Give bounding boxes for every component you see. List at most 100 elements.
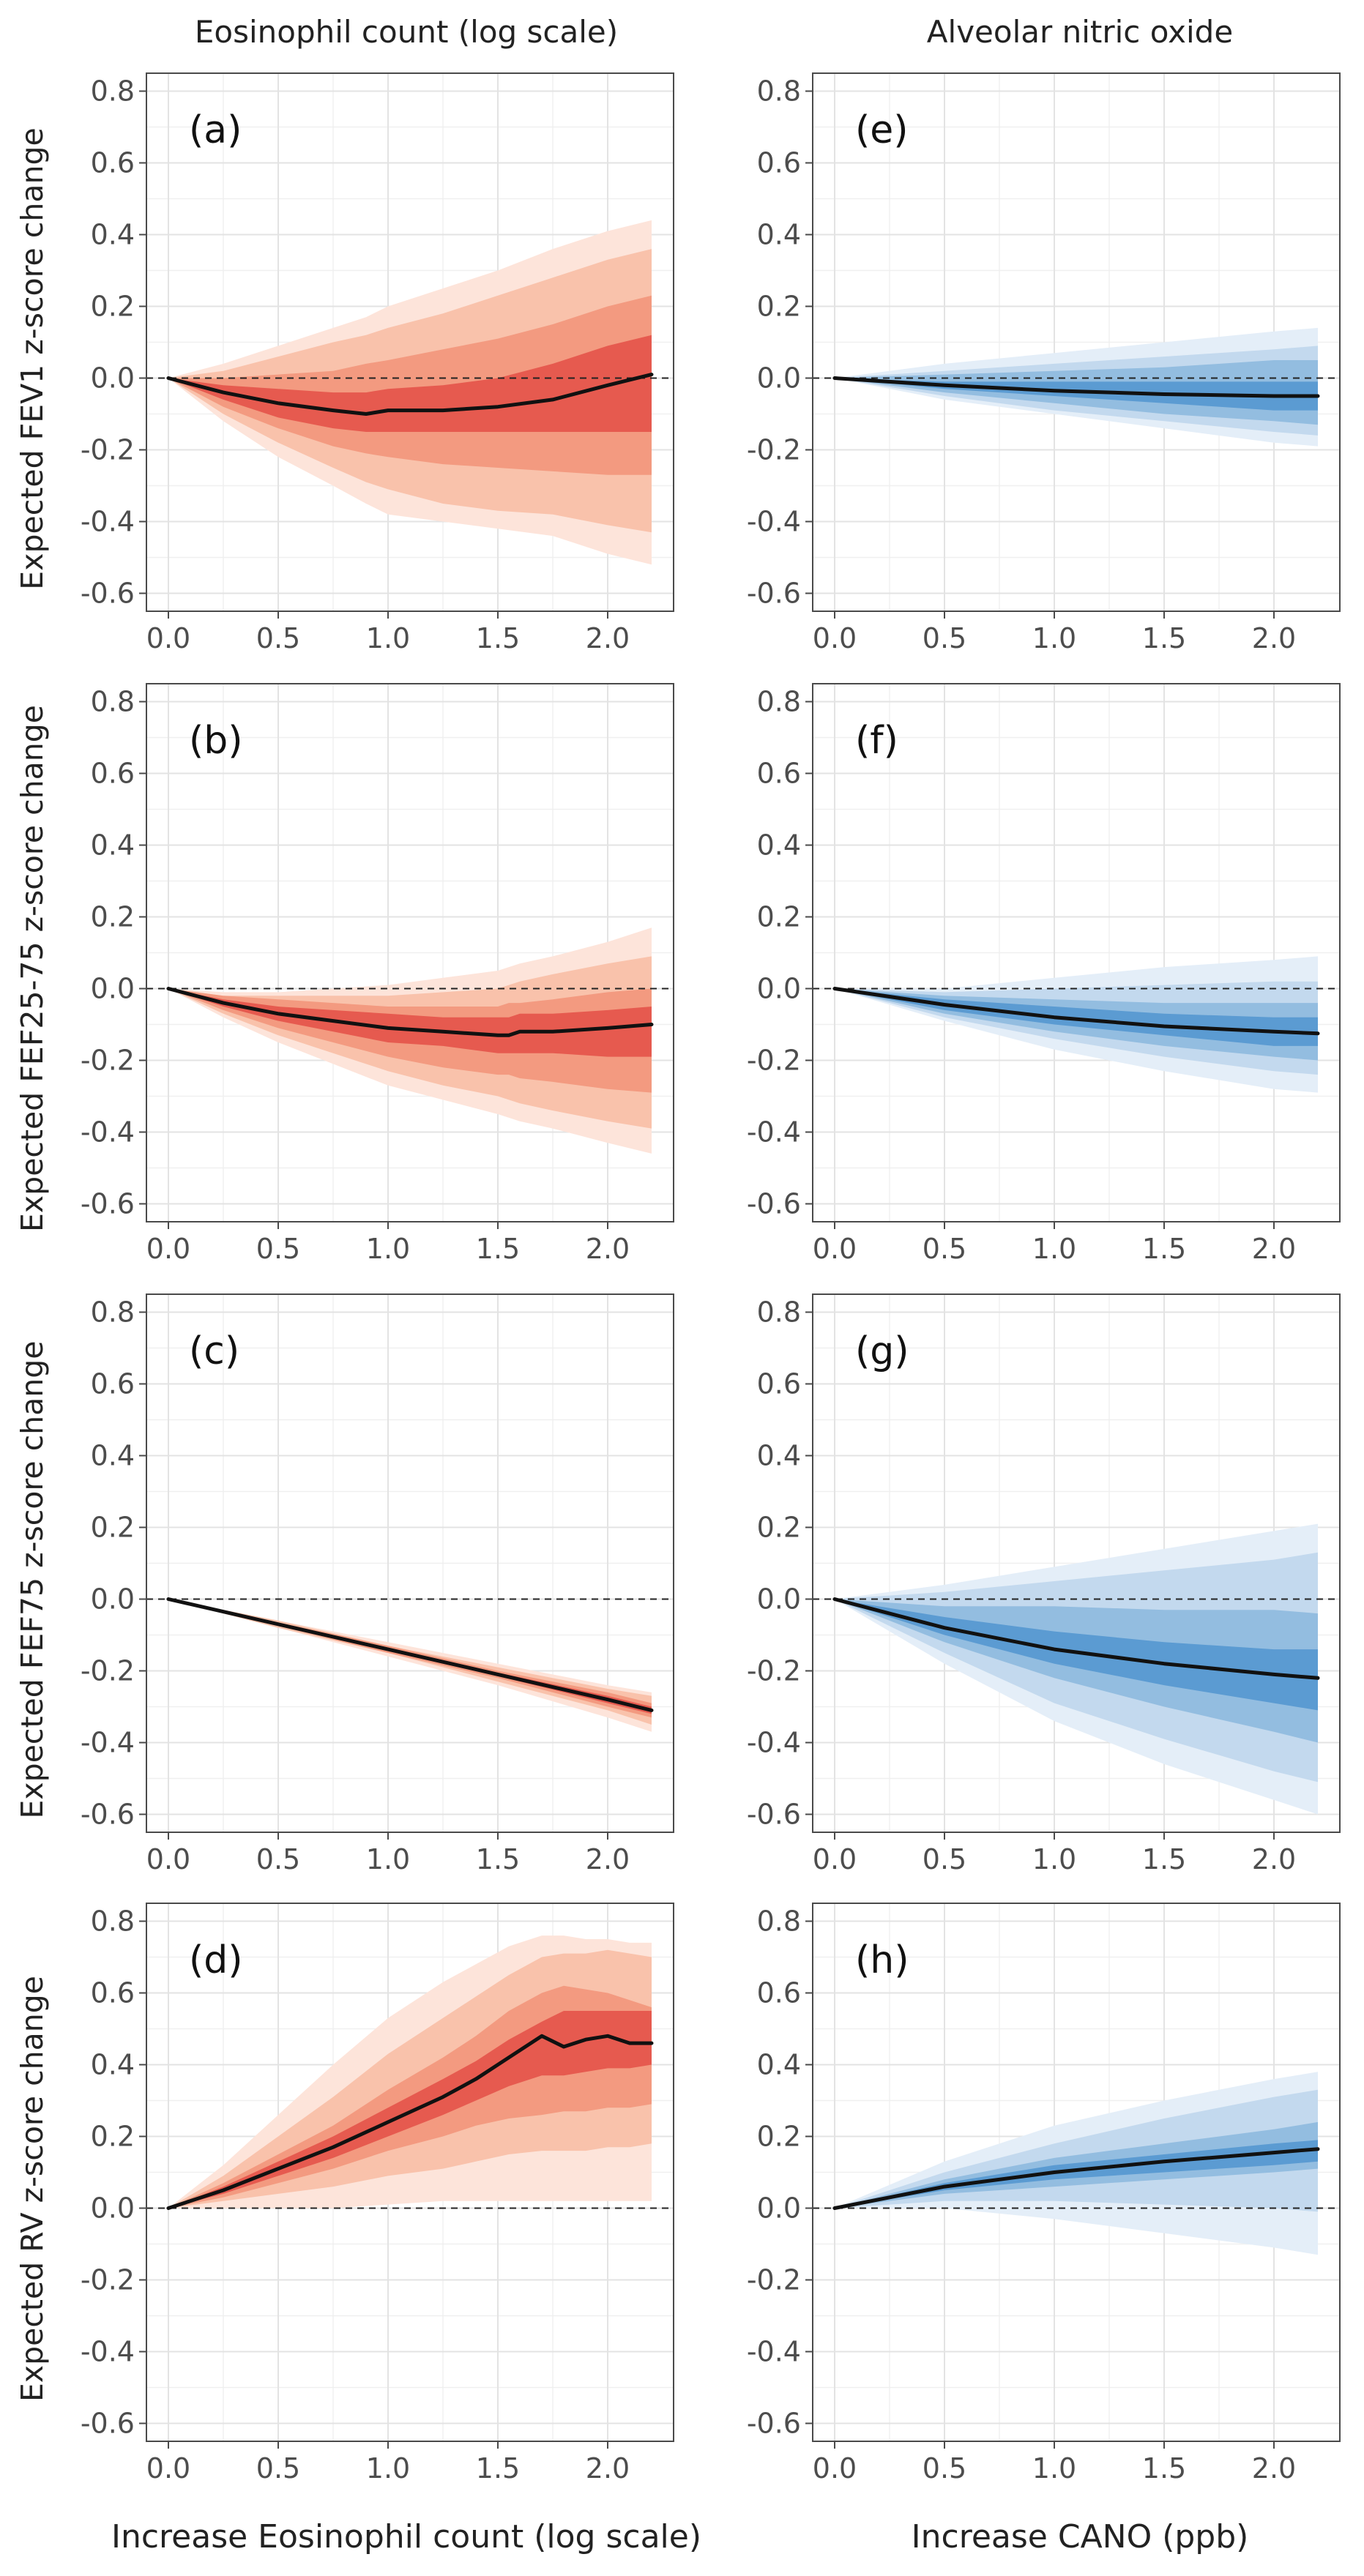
- x-tick-label: 1.5: [1142, 1843, 1186, 1875]
- x-tick-label: 1.0: [1032, 622, 1076, 654]
- column-title-eosinophil: Eosinophil count (log scale): [195, 14, 618, 50]
- y-tick-label: -0.2: [747, 2264, 801, 2296]
- y-tick-label: -0.6: [747, 1799, 801, 1831]
- y-tick-label: -0.6: [81, 578, 135, 610]
- x-tick-label: 0.0: [146, 622, 190, 654]
- panel-h: (h) -0.6 -0.4 -0.2 0.0 0.2 0.4 0.6 0.8 0.0 0.5 1.0 1…: [747, 1903, 1341, 2484]
- y-tick-label: 0.6: [757, 1368, 801, 1400]
- y-tick-label: 0.4: [91, 219, 135, 251]
- y-tick-label: 0.0: [91, 1583, 135, 1616]
- x-tick-label: 2.0: [1252, 1843, 1296, 1875]
- y-tick-label: 0.8: [757, 686, 801, 718]
- panel-tag: (g): [855, 1329, 909, 1373]
- y-tick-label: 0.8: [91, 1905, 135, 1938]
- y-tick-label: 0.0: [91, 973, 135, 1005]
- x-tick-label: 2.0: [1252, 2452, 1296, 2484]
- panel-tag: (b): [189, 719, 243, 763]
- panel-border: [812, 72, 1341, 612]
- y-tick-label: 0.0: [91, 2192, 135, 2225]
- y-tick-label: 0.2: [91, 2121, 135, 2153]
- y-tick-label: 0.6: [91, 1977, 135, 2009]
- x-tick-label: 2.0: [1252, 622, 1296, 654]
- row-title-rv: Expected RV z-score change: [15, 1976, 50, 2402]
- y-tick-label: 0.4: [91, 1440, 135, 1472]
- x-tick-label: 2.0: [586, 1843, 630, 1875]
- y-tick-label: -0.2: [81, 1655, 135, 1687]
- band-core: [168, 988, 652, 1057]
- y-tick-label: -0.2: [81, 2264, 135, 2296]
- x-tick-label: 0.0: [813, 622, 857, 654]
- y-tick-label: 0.8: [757, 1905, 801, 1938]
- y-tick-label: 0.2: [91, 291, 135, 323]
- band-core: [168, 2011, 652, 2209]
- median-line: [832, 1597, 1320, 1680]
- band-inner: [168, 1599, 652, 1718]
- median-line: [166, 373, 654, 416]
- median-line: [832, 376, 1320, 398]
- panel-border: [146, 1293, 674, 1833]
- y-tick-label: 0.0: [757, 2192, 801, 2225]
- y-tick-label: -0.4: [747, 2336, 801, 2368]
- panel-border: [812, 1903, 1341, 2442]
- y-tick-label: 0.4: [757, 829, 801, 862]
- y-tick-label: 0.4: [91, 2049, 135, 2081]
- y-tick-label: -0.4: [81, 2336, 135, 2368]
- y-tick-label: 0.2: [757, 901, 801, 933]
- median-line: [832, 2147, 1320, 2210]
- y-tick-label: -0.6: [81, 1799, 135, 1831]
- panel-f: (f) -0.6 -0.4 -0.2 0.0 0.2 0.4 0.6 0.8 0.0 0.5 1.0 1…: [747, 683, 1341, 1265]
- panel-tag: (f): [855, 719, 898, 763]
- y-tick-label: 0.4: [91, 829, 135, 862]
- y-tick-label: -0.6: [81, 1188, 135, 1220]
- y-tick-label: 0.2: [757, 1512, 801, 1544]
- x-tick-label: 0.0: [146, 1233, 190, 1265]
- x-tick-label: 1.0: [366, 622, 410, 654]
- y-tick-label: -0.2: [747, 434, 801, 466]
- panel-g: (g) -0.6 -0.4 -0.2 0.0 0.2 0.4 0.6 0.8 0.0 0.5 1.0 1…: [747, 1293, 1341, 1875]
- panel-a: (a) -0.6 -0.4 -0.2 0.0 0.2 0.4 0.6 0.8 0.0 0.5 1.0 1…: [81, 72, 674, 654]
- y-tick-label: 0.0: [91, 362, 135, 395]
- y-tick-label: -0.2: [81, 1045, 135, 1077]
- panel-b: (b) -0.6 -0.4 -0.2 0.0 0.2 0.4 0.6 0.8 0.0 0.5 1.0 1…: [81, 683, 674, 1265]
- panel-tag: (e): [855, 108, 909, 152]
- y-tick-label: 0.0: [757, 973, 801, 1005]
- row-title-fef75: Expected FEF75 z-score change: [15, 1341, 50, 1819]
- panel-tag: (a): [189, 108, 242, 152]
- y-tick-label: -0.6: [747, 2408, 801, 2440]
- x-tick-label: 1.0: [1032, 1843, 1076, 1875]
- x-tick-label: 2.0: [1252, 1233, 1296, 1265]
- y-tick-label: 0.4: [757, 219, 801, 251]
- x-tick-label: 0.0: [813, 2452, 857, 2484]
- x-tick-label: 1.0: [366, 2452, 410, 2484]
- x-axis-title-eosinophil: Increase Eosinophil count (log scale): [111, 2518, 701, 2556]
- median-line: [166, 987, 654, 1037]
- x-tick-label: 0.5: [923, 1843, 966, 1875]
- x-tick-label: 1.5: [1142, 622, 1186, 654]
- y-tick-label: 0.2: [91, 1512, 135, 1544]
- panel-border: [146, 72, 674, 612]
- x-tick-label: 2.0: [586, 622, 630, 654]
- x-tick-label: 1.5: [476, 622, 520, 654]
- x-tick-label: 1.5: [476, 1233, 520, 1265]
- x-tick-label: 0.0: [813, 1233, 857, 1265]
- median-line: [166, 2034, 654, 2210]
- y-tick-label: -0.2: [747, 1655, 801, 1687]
- panel-border: [812, 1293, 1341, 1833]
- y-tick-label: 0.8: [757, 1296, 801, 1329]
- y-tick-label: 0.0: [757, 362, 801, 395]
- panel-tag: (h): [855, 1938, 909, 1982]
- panel-tag: (c): [189, 1329, 239, 1373]
- y-tick-label: -0.4: [747, 1727, 801, 1759]
- median-line: [832, 987, 1320, 1036]
- x-axis-title-cano: Increase CANO (ppb): [912, 2518, 1249, 2556]
- median-line: [166, 1597, 654, 1712]
- x-tick-label: 0.5: [256, 622, 300, 654]
- y-tick-label: 0.8: [91, 686, 135, 718]
- gridlines: [813, 73, 1340, 611]
- y-tick-label: -0.4: [747, 1116, 801, 1149]
- band-core: [168, 335, 652, 432]
- x-tick-label: 0.5: [923, 2452, 966, 2484]
- x-tick-label: 0.0: [146, 1843, 190, 1875]
- y-tick-label: 0.8: [91, 1296, 135, 1329]
